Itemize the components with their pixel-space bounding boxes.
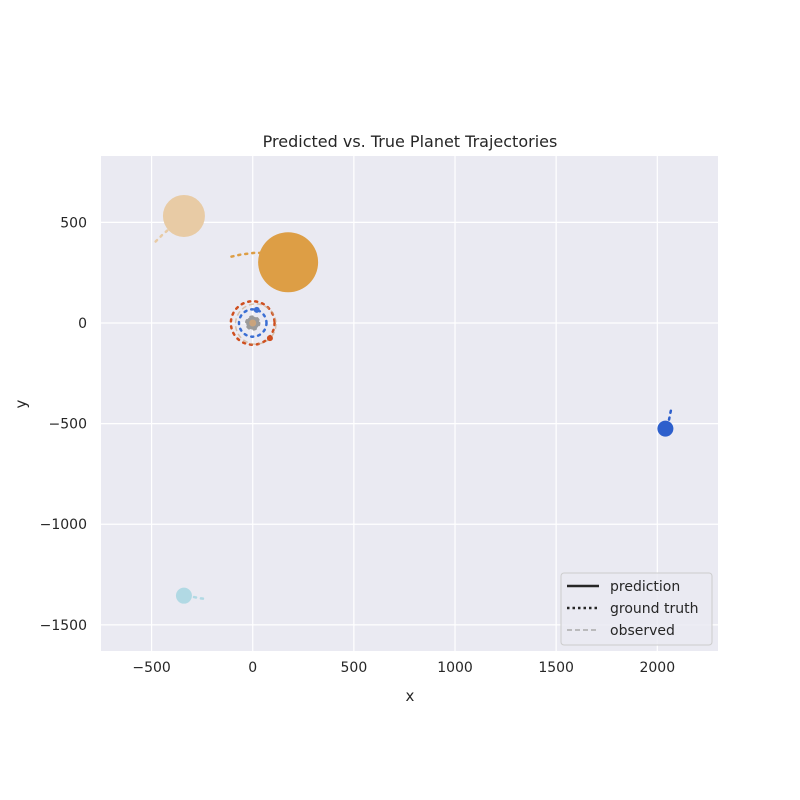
grid-lines [101,156,718,651]
planet-marker [258,232,319,293]
y-tick-label: 0 [78,316,87,332]
ground-truth-orbit [229,300,276,346]
legend-label-prediction: prediction [610,579,680,595]
y-tick-labels: −1500 −1000 −500 0 500 [40,215,87,633]
planet-markers [162,194,674,604]
ground-truth-path [667,404,674,421]
y-tick-label: −1000 [40,517,87,533]
x-tick-label: 1000 [437,660,473,676]
legend-label-observed: observed [610,623,675,639]
x-tick-label: 0 [248,660,257,676]
planet-marker [175,587,192,604]
x-tick-label: −500 [132,660,170,676]
planet-marker [246,316,260,330]
x-tick-label: 1500 [538,660,574,676]
y-tick-label: −1500 [40,618,87,634]
legend-box [560,572,713,646]
chart-title: Predicted vs. True Planet Trajectories [263,132,558,151]
planet-marker [248,319,257,328]
ground-truth-path [192,595,208,601]
y-tick-label: −500 [49,417,87,433]
planet-marker [266,335,273,342]
ground-truth-orbit [237,308,268,338]
legend: prediction ground truth observed [560,572,713,646]
planet-marker [253,306,260,313]
observed-orbit [234,303,277,345]
legend-label-ground-truth: ground truth [610,601,698,617]
planet-marker [162,194,205,237]
x-axis-label: x [406,687,415,705]
x-tick-labels: −500 0 500 1000 1500 2000 [132,660,675,676]
ground-truth-path [230,251,267,258]
x-tick-label: 2000 [639,660,675,676]
y-tick-label: 500 [60,215,87,231]
planet-marker [657,420,674,437]
y-axis-label: y [12,399,30,408]
x-tick-label: 500 [341,660,368,676]
plot-background [101,156,718,651]
